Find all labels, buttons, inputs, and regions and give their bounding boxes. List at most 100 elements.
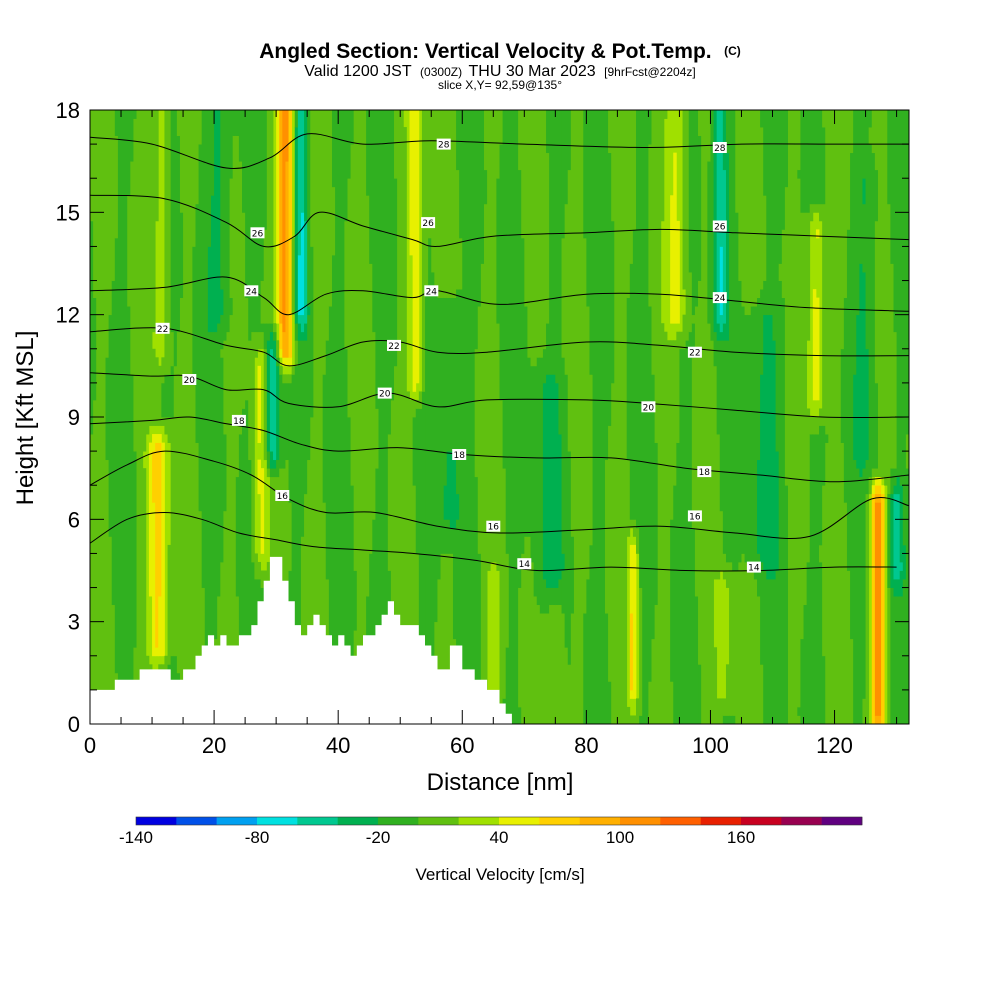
velocity-cell xyxy=(230,298,234,315)
velocity-cell xyxy=(503,468,507,699)
velocity-cell xyxy=(543,613,547,724)
velocity-cell xyxy=(723,323,727,340)
velocity-cell xyxy=(720,315,724,332)
velocity-cell xyxy=(745,110,749,315)
y-tick-label: 0 xyxy=(68,712,80,737)
velocity-cell xyxy=(627,460,631,537)
velocity-cell xyxy=(773,340,777,579)
velocity-cell xyxy=(822,656,826,725)
velocity-cell xyxy=(807,408,811,562)
colorbar-swatch xyxy=(539,817,580,825)
velocity-cell xyxy=(760,374,764,562)
contour-label-text: 26 xyxy=(252,229,264,239)
velocity-cell xyxy=(847,229,851,571)
contour-label-text: 22 xyxy=(157,325,168,335)
velocity-cell xyxy=(347,110,351,179)
velocity-cell xyxy=(859,477,863,725)
velocity-cell xyxy=(155,647,159,656)
velocity-cell xyxy=(729,562,733,716)
velocity-cell xyxy=(289,383,293,503)
velocity-cell xyxy=(444,110,448,298)
velocity-cell xyxy=(816,417,820,434)
contour-label: 16 xyxy=(275,490,289,502)
velocity-cell xyxy=(769,110,773,315)
velocity-cell xyxy=(627,298,631,460)
velocity-cell xyxy=(115,136,119,239)
velocity-cell xyxy=(245,110,249,298)
velocity-cell xyxy=(301,340,305,537)
velocity-cell xyxy=(146,110,150,434)
velocity-cell xyxy=(633,110,637,230)
velocity-cell xyxy=(568,451,572,665)
colorbar-tick-label: -80 xyxy=(245,828,270,847)
velocity-cell xyxy=(658,110,662,724)
velocity-cell xyxy=(782,298,786,725)
x-tick-label: 40 xyxy=(326,733,350,758)
velocity-cell xyxy=(636,698,640,724)
velocity-cell xyxy=(360,110,364,724)
velocity-cell xyxy=(285,383,289,460)
velocity-cell xyxy=(893,494,897,580)
velocity-cell xyxy=(673,153,677,324)
velocity-cell xyxy=(155,357,159,426)
velocity-cell xyxy=(285,374,289,383)
velocity-cell xyxy=(180,298,184,725)
contour-label-text: 22 xyxy=(388,342,399,352)
contour-label: 20 xyxy=(378,388,392,400)
velocity-cell xyxy=(900,110,904,486)
velocity-cell xyxy=(375,408,379,468)
y-tick-label: 9 xyxy=(68,405,80,430)
velocity-cell xyxy=(524,306,528,537)
velocity-cell xyxy=(723,698,727,715)
velocity-cell xyxy=(199,144,203,511)
velocity-cell xyxy=(155,443,159,648)
velocity-cell xyxy=(239,110,243,162)
velocity-cell xyxy=(217,323,221,596)
velocity-cell xyxy=(344,221,348,349)
velocity-cell xyxy=(760,127,764,289)
velocity-cell xyxy=(862,272,866,469)
velocity-cell xyxy=(282,332,286,358)
velocity-cell xyxy=(115,238,119,673)
velocity-cell xyxy=(652,374,656,639)
velocity-cell xyxy=(307,306,311,315)
contour-label-text: 26 xyxy=(714,223,726,233)
velocity-cell xyxy=(890,110,894,264)
velocity-cell xyxy=(140,110,144,724)
velocity-cell xyxy=(413,417,417,486)
velocity-cell xyxy=(164,374,168,417)
velocity-cell xyxy=(543,349,547,384)
velocity-cell xyxy=(270,468,274,477)
velocity-cell xyxy=(608,153,612,426)
velocity-cell xyxy=(540,357,544,613)
velocity-cell xyxy=(757,460,761,554)
velocity-cell xyxy=(692,110,696,315)
velocity-cell xyxy=(825,110,829,434)
velocity-cell xyxy=(776,451,780,571)
velocity-cell xyxy=(652,639,656,725)
contour-label-text: 14 xyxy=(748,564,760,574)
velocity-cell xyxy=(763,571,767,725)
velocity-cell xyxy=(769,579,773,724)
velocity-cell xyxy=(267,323,271,340)
velocity-cell xyxy=(717,323,721,340)
velocity-cell xyxy=(872,485,876,494)
velocity-cell xyxy=(270,323,274,332)
velocity-cell xyxy=(258,110,262,332)
velocity-cell xyxy=(878,715,882,724)
velocity-cell xyxy=(673,485,677,724)
velocity-cell xyxy=(751,110,755,307)
velocity-cell xyxy=(800,110,804,213)
velocity-cell xyxy=(531,110,535,366)
velocity-cell xyxy=(655,605,659,725)
velocity-cell xyxy=(741,110,745,307)
velocity-cell xyxy=(810,434,814,724)
velocity-cell xyxy=(279,323,283,349)
velocity-cell xyxy=(223,434,227,511)
velocity-cell xyxy=(546,110,550,153)
velocity-cell xyxy=(878,485,882,494)
contour-label: 26 xyxy=(713,221,727,233)
velocity-cell xyxy=(273,323,277,332)
velocity-cell xyxy=(558,579,562,605)
velocity-cell xyxy=(676,221,680,324)
